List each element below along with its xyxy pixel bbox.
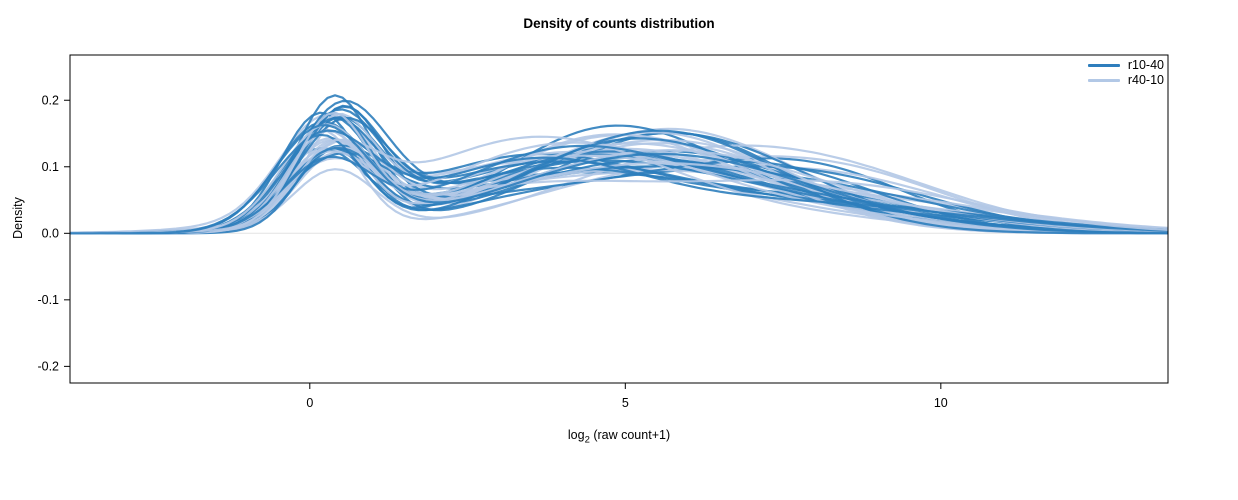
density-curve (70, 144, 1168, 235)
plot-box (69, 54, 1169, 384)
y-tick-label: 0.0 (42, 227, 59, 241)
chart-title: Density of counts distribution (523, 16, 715, 31)
legend-line-sample-light (1087, 79, 1120, 82)
y-axis-label: Density (11, 197, 25, 239)
legend-label: r40-10 (1127, 73, 1164, 87)
legend-line-sample-dark (1087, 64, 1120, 67)
density-curve (70, 111, 1168, 235)
legend-entry-r40-10: r40-10 (1087, 73, 1164, 88)
legend: r10-40 r40-10 (1087, 58, 1164, 88)
legend-label: r10-40 (1127, 58, 1164, 72)
x-label-rest: (raw count+1) (589, 428, 671, 442)
y-tick-label: 0.2 (42, 94, 59, 108)
x-label-sub: 2 (584, 434, 590, 446)
density-curve (70, 124, 1168, 235)
x-tick-label: 5 (622, 396, 629, 410)
density-curves (70, 94, 1168, 235)
x-tick-label: 10 (934, 396, 948, 410)
x-axis-label: log2 (raw count+1) (70, 428, 1168, 446)
axes: -0.2 -0.1 0.0 0.1 0.2 0 5 10 (37, 94, 947, 410)
x-tick-label: 0 (306, 396, 313, 410)
x-label-base: log (567, 428, 585, 442)
legend-entry-r10-40: r10-40 (1087, 58, 1164, 73)
y-tick-label: -0.1 (37, 293, 59, 307)
y-tick-label: 0.1 (42, 160, 59, 174)
y-tick-label: -0.2 (37, 360, 59, 374)
